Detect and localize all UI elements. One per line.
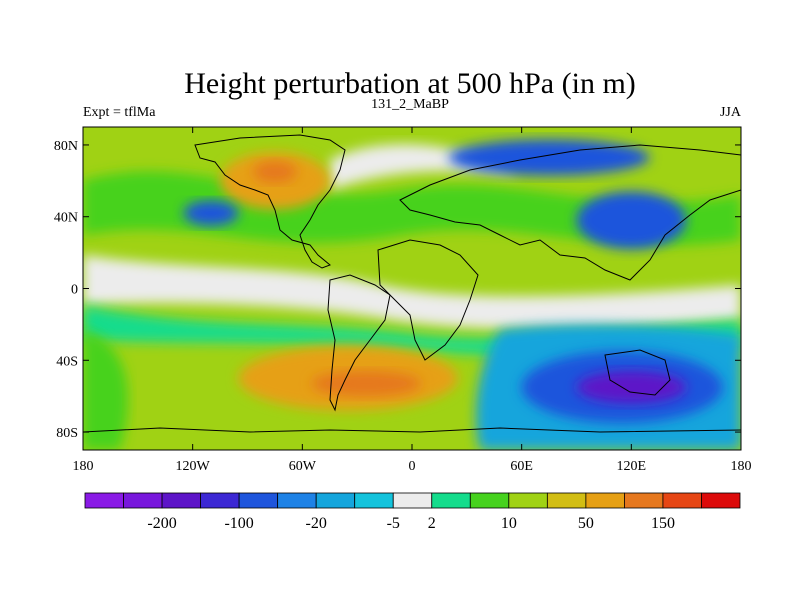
colorbar-swatch xyxy=(469,492,510,509)
colorbar-label: 2 xyxy=(428,515,436,532)
anomaly-region-nh-high-darkorange xyxy=(252,161,297,183)
colorbar-swatch xyxy=(431,492,471,509)
colorbar-label: 50 xyxy=(578,515,594,532)
colorbar-swatch xyxy=(585,492,625,509)
colorbar-swatch xyxy=(624,492,664,509)
colorbar-swatch xyxy=(392,492,433,509)
colorbar-swatch xyxy=(546,492,587,509)
colorbar-swatch xyxy=(701,492,741,509)
coastline-antarctica xyxy=(83,427,741,433)
lon-tick-label: 180 xyxy=(73,459,94,474)
lon-tick-label: 0 xyxy=(409,459,416,474)
experiment-label: Expt = tflMa xyxy=(83,105,156,120)
lon-tick-label: 60E xyxy=(510,459,533,474)
lat-tick-label: 80N xyxy=(54,139,78,154)
colorbar-swatch xyxy=(354,492,394,509)
coastline-south-america xyxy=(327,274,391,412)
colorbar-swatch xyxy=(315,492,356,509)
anomaly-region-sh-low-violet xyxy=(576,371,687,404)
lon-tick-label: 60W xyxy=(289,459,317,474)
lon-tick-label: 120W xyxy=(176,459,211,474)
anomaly-region-sh-high-darkorange xyxy=(311,371,422,397)
coastline-north-america xyxy=(194,134,346,269)
colorbar-swatch xyxy=(84,492,124,509)
colorbar-swatch xyxy=(200,492,240,509)
axes: 80N 40N 0 40S 80S 180 120W 60W 0 60E 120E 180 xyxy=(54,127,752,474)
coastlines xyxy=(83,134,741,433)
lat-tick-label: 0 xyxy=(71,283,78,298)
colorbar-swatch xyxy=(123,492,163,509)
colorbar-label: -20 xyxy=(306,515,327,532)
colorbar-label: -5 xyxy=(387,515,400,532)
colorbar-label: 150 xyxy=(651,515,675,532)
case-label: 131_2_MaBP xyxy=(371,97,449,112)
colorbar-swatch xyxy=(277,492,317,509)
lon-tick-label: 180 xyxy=(731,459,752,474)
season-label: JJA xyxy=(720,105,742,120)
lat-tick-label: 80S xyxy=(56,426,78,441)
coastline-africa xyxy=(377,239,479,361)
colorbar: -200 -100 -20 -5 2 10 50 150 xyxy=(84,492,741,532)
east-pacific-green xyxy=(83,330,128,450)
colorbar-label: -100 xyxy=(224,515,253,532)
coastline-australia xyxy=(604,349,671,396)
colorbar-swatch xyxy=(238,492,279,509)
colorbar-swatch xyxy=(508,492,548,509)
map-plot-area xyxy=(83,127,741,450)
colorbar-swatch xyxy=(161,492,201,509)
lat-tick-label: 40S xyxy=(56,354,78,369)
anomaly-region-nh-asia-low xyxy=(576,191,687,250)
colorbar-swatch xyxy=(662,492,702,509)
figure-title: Height perturbation at 500 hPa (in m) xyxy=(184,67,636,100)
lat-tick-label: 40N xyxy=(54,211,78,226)
tropical-neutral-band xyxy=(83,255,741,330)
anomaly-region-nh-eurasia-low xyxy=(448,139,650,176)
colorbar-label: -200 xyxy=(147,515,176,532)
lon-tick-label: 120E xyxy=(617,459,647,474)
anomaly-region-nh-pacific-low xyxy=(183,200,239,226)
coastline-eurasia xyxy=(399,144,741,281)
colorbar-label: 10 xyxy=(501,515,517,532)
